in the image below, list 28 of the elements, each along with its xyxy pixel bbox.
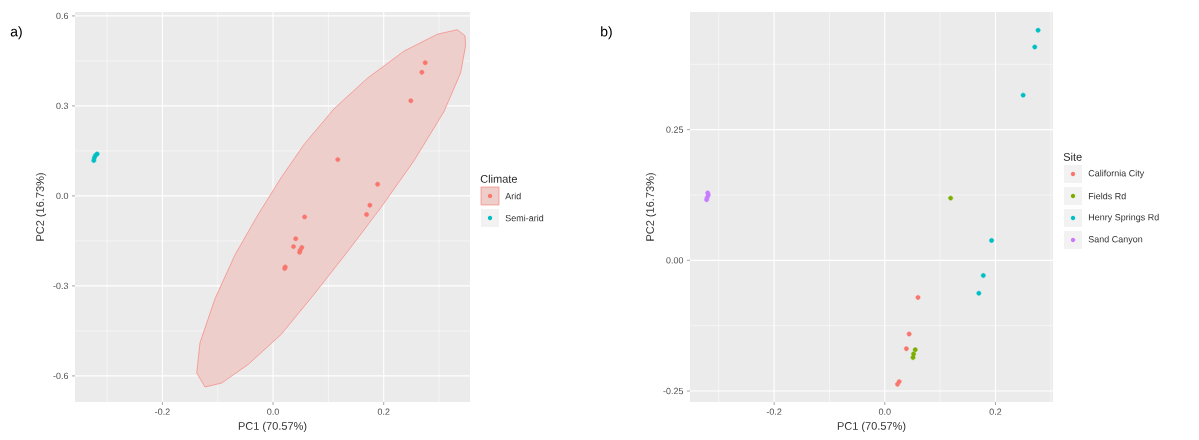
x-tick-label: -0.2 — [766, 408, 782, 415]
legend-title: Site — [1063, 152, 1082, 161]
x-tick-label: -0.2 — [155, 408, 170, 415]
y-tick-label: 0.0 — [56, 192, 69, 200]
y-tick-label: 0.6 — [56, 12, 69, 20]
x-tick-label: 0.2 — [989, 408, 1002, 415]
y-axis-title: PC2 (16.73%) — [35, 173, 47, 241]
legend-label: Sand Canyon — [1088, 235, 1143, 245]
y-axis-title: PC2 (16.73%) — [645, 173, 657, 241]
y-tick-label: -0.3 — [53, 282, 69, 290]
y-tick-label: 0.25 — [666, 126, 684, 133]
y-tick-label: -0.25 — [663, 387, 684, 395]
x-tick-label: 0.2 — [377, 408, 390, 415]
legend-title: Climate — [480, 174, 517, 183]
legend-label: Semi-arid — [505, 214, 544, 222]
x-tick-label: 0.0 — [878, 408, 891, 415]
text: a) — [10, 26, 22, 40]
legend-label: California City — [1088, 169, 1145, 179]
y-tick-label: -0.6 — [53, 372, 69, 380]
legend-label: Arid — [505, 192, 521, 200]
y-tick-label: 0.3 — [56, 102, 69, 110]
x-axis-title: PC1 (70.57%) — [238, 421, 307, 433]
x-tick-label: 0.0 — [267, 408, 279, 415]
text: b) — [601, 26, 612, 40]
x-axis-title: PC1 (70.57%) — [837, 421, 906, 433]
legend-label: Fields Rd — [1088, 192, 1126, 200]
y-tick-label: 0.00 — [666, 257, 684, 264]
legend-label: Henry Springs Rd — [1088, 213, 1159, 223]
